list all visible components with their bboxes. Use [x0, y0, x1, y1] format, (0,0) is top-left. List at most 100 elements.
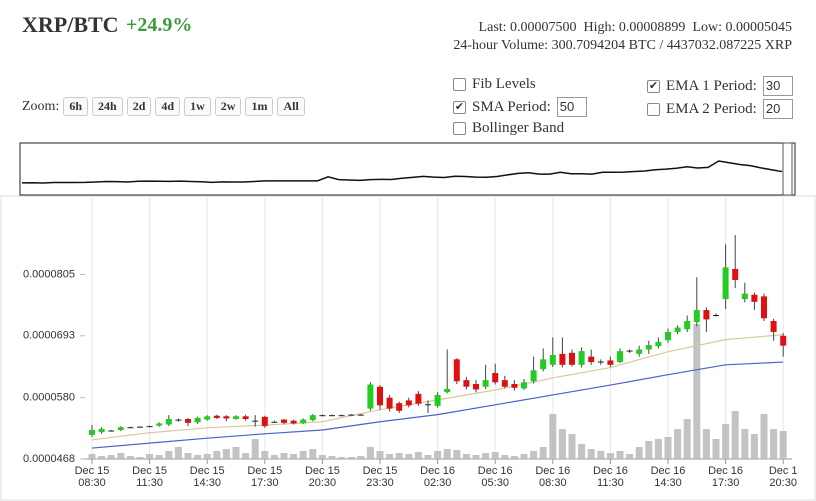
option-row: EMA 2 Period: 20	[647, 99, 793, 119]
option-row: ✔ EMA 1 Period: 30	[647, 76, 793, 96]
zoom-button[interactable]: 1m	[245, 97, 274, 116]
checkbox[interactable]	[453, 122, 466, 135]
volume-bar	[587, 449, 595, 459]
option-row: Bollinger Band	[453, 120, 564, 137]
candle-body	[540, 359, 547, 370]
volume-bar	[770, 429, 778, 459]
volume-bar	[664, 437, 672, 459]
navigator	[19, 142, 796, 196]
volume-bar	[299, 451, 307, 459]
zoom-button[interactable]: 24h	[92, 97, 123, 116]
volume-bar	[357, 456, 365, 459]
checkbox[interactable]: ✔	[647, 79, 660, 93]
volume-bar	[741, 429, 749, 459]
candle-body	[405, 400, 412, 406]
navigator-handle	[782, 142, 793, 196]
indicator-line	[91, 361, 784, 449]
candle-body	[453, 359, 460, 382]
zoom-button[interactable]: 1w	[184, 97, 211, 116]
candle-body	[578, 351, 585, 365]
volume-bar	[597, 451, 605, 459]
checkbox[interactable]	[453, 78, 466, 91]
checkbox[interactable]: ✔	[453, 100, 466, 114]
option-input[interactable]: 50	[556, 97, 587, 117]
zoom-button[interactable]: 6h	[63, 97, 89, 116]
candle-body	[626, 350, 633, 352]
x-tick-label: 08:30	[539, 477, 567, 489]
volume-bar	[395, 453, 403, 459]
zoom-button[interactable]: 4d	[155, 97, 181, 116]
volume-bar	[510, 456, 518, 459]
candle-body	[473, 383, 479, 390]
x-tick-label: Dec 15	[305, 465, 340, 477]
candle-body	[761, 296, 767, 319]
volume-bar	[616, 451, 624, 459]
candle-body	[751, 294, 758, 302]
option-input[interactable]: 20	[762, 99, 793, 119]
candle-body	[665, 331, 671, 341]
volume-bar	[290, 454, 298, 459]
x-tick-label: Dec 16	[535, 465, 570, 477]
candle-body	[607, 360, 614, 365]
x-tick-label: 20:30	[769, 477, 797, 489]
option-label: Bollinger Band	[472, 120, 565, 136]
volume-bar	[126, 456, 134, 459]
volume-bar	[366, 447, 374, 459]
x-tick-label: Dec 16	[478, 465, 513, 477]
candle-body	[261, 416, 268, 427]
volume-bar	[213, 451, 221, 459]
zoom-button[interactable]: 2w	[214, 97, 242, 116]
zoom-button[interactable]: All	[277, 97, 305, 116]
candle-body	[185, 419, 191, 423]
price-change: +24.9%	[126, 14, 193, 36]
price-stats: Last: 0.00007500 High: 0.00008899 Low: 0…	[479, 20, 792, 36]
x-tick-label: Dec 1	[769, 465, 798, 477]
volume-bar	[558, 429, 566, 459]
candle-body	[780, 335, 787, 346]
x-tick-label: 11:30	[597, 477, 624, 489]
volume-bar	[674, 429, 682, 459]
volume-bar	[530, 451, 538, 459]
volume-bar	[318, 455, 326, 459]
volume-bar	[683, 419, 691, 459]
volume-bar	[414, 452, 422, 459]
candle-body	[559, 353, 566, 365]
candle-body	[146, 426, 153, 428]
x-tick-label: Dec 16	[593, 465, 628, 477]
candle-body	[463, 380, 470, 387]
candle-body	[617, 351, 623, 363]
x-tick-label: 14:30	[654, 477, 682, 489]
candle-body	[300, 419, 307, 424]
candle-body	[569, 352, 575, 365]
candle-body	[684, 321, 691, 330]
volume-bar	[654, 439, 662, 459]
x-tick-label: 02:30	[424, 477, 452, 489]
volume-bar	[270, 455, 278, 459]
y-tick-label: 0.0000805	[23, 268, 75, 280]
checkbox[interactable]	[647, 102, 660, 116]
candle-body	[521, 382, 527, 389]
option-label: Fib Levels	[472, 76, 536, 92]
y-tick-label: 0.0000693	[23, 330, 75, 342]
candle-body	[156, 423, 163, 426]
option-row: ✔ SMA Period: 50	[453, 97, 587, 117]
candle-body	[175, 419, 182, 421]
option-label: SMA Period:	[472, 98, 551, 115]
x-tick-label: Dec 16	[708, 465, 743, 477]
x-tick-label: Dec 15	[247, 465, 282, 477]
volume-bar	[338, 457, 346, 459]
volume-bar	[750, 434, 758, 459]
zoom-button[interactable]: 2d	[126, 97, 152, 116]
x-tick-label: 17:30	[251, 477, 279, 489]
volume-bar	[280, 453, 288, 459]
volume-stat: 24-hour Volume: 300.7094204 BTC / 443703…	[453, 38, 792, 53]
volume-bar	[146, 454, 154, 459]
candle-body	[252, 420, 259, 422]
option-input[interactable]: 30	[762, 76, 793, 96]
candle-body	[98, 428, 105, 433]
x-tick-label: 11:30	[136, 477, 163, 489]
candle-body	[482, 380, 489, 387]
candle-body	[636, 349, 643, 354]
